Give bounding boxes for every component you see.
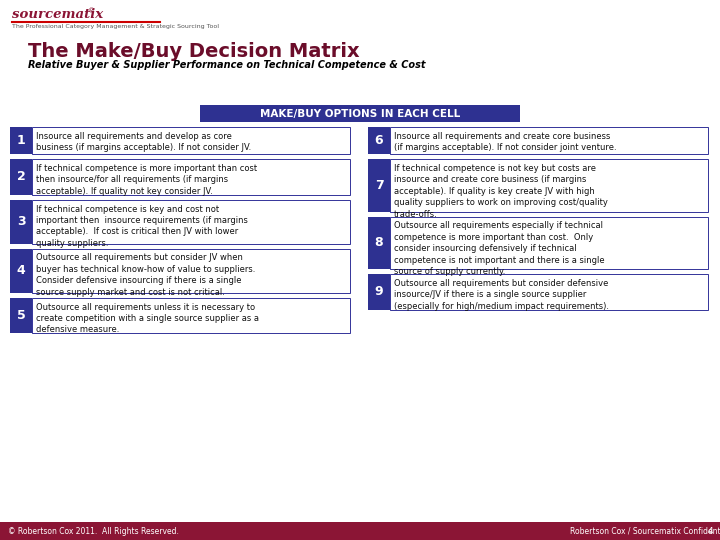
FancyBboxPatch shape — [10, 159, 32, 194]
Text: 2: 2 — [17, 170, 25, 183]
FancyBboxPatch shape — [10, 298, 32, 333]
FancyBboxPatch shape — [368, 217, 390, 269]
Text: 6: 6 — [374, 134, 383, 147]
FancyBboxPatch shape — [368, 159, 390, 212]
Text: Outsource all requirements but consider JV when
buyer has technical know-how of : Outsource all requirements but consider … — [36, 253, 256, 297]
FancyBboxPatch shape — [390, 159, 708, 212]
Text: If technical competence is more important than cost
then insource/for all requir: If technical competence is more importan… — [36, 164, 257, 196]
FancyBboxPatch shape — [390, 274, 708, 309]
Text: 3: 3 — [17, 215, 25, 228]
Text: 7: 7 — [374, 179, 383, 192]
Text: 8: 8 — [374, 237, 383, 249]
FancyBboxPatch shape — [32, 248, 350, 293]
Text: Robertson Cox / Sourcematix Confidential: Robertson Cox / Sourcematix Confidential — [570, 526, 720, 536]
Text: Insource all requirements and create core business
(if margins acceptable). If n: Insource all requirements and create cor… — [394, 132, 616, 152]
Text: Insource all requirements and develop as core
business (if margins acceptable). : Insource all requirements and develop as… — [36, 132, 251, 152]
FancyBboxPatch shape — [32, 159, 350, 194]
FancyBboxPatch shape — [10, 248, 32, 293]
FancyBboxPatch shape — [390, 127, 708, 154]
FancyBboxPatch shape — [390, 217, 708, 269]
FancyBboxPatch shape — [368, 127, 390, 154]
FancyBboxPatch shape — [0, 522, 720, 540]
Text: The Make/Buy Decision Matrix: The Make/Buy Decision Matrix — [28, 42, 359, 61]
FancyBboxPatch shape — [32, 298, 350, 333]
Text: MAKE/BUY OPTIONS IN EACH CELL: MAKE/BUY OPTIONS IN EACH CELL — [260, 109, 460, 118]
Text: 9: 9 — [374, 285, 383, 298]
Text: Relative Buyer & Supplier Performance on Technical Competence & Cost: Relative Buyer & Supplier Performance on… — [28, 60, 426, 70]
Text: The Professional Category Management & Strategic Sourcing Tool: The Professional Category Management & S… — [12, 24, 219, 29]
Text: Outsource all requirements unless it is necessary to
create competition with a s: Outsource all requirements unless it is … — [36, 302, 259, 334]
Text: 4: 4 — [17, 264, 25, 277]
Text: If technical competence is not key but costs are
insource and create core busine: If technical competence is not key but c… — [394, 164, 608, 219]
FancyBboxPatch shape — [200, 105, 520, 122]
Text: © Robertson Cox 2011.  All Rights Reserved.: © Robertson Cox 2011. All Rights Reserve… — [8, 526, 179, 536]
Text: If technical competence is key and cost not
important then  insource requirement: If technical competence is key and cost … — [36, 205, 248, 248]
FancyBboxPatch shape — [368, 274, 390, 309]
Text: 1: 1 — [17, 134, 25, 147]
Text: ®: ® — [88, 8, 95, 14]
Text: Outsource all requirements but consider defensive
insource/JV if there is a sing: Outsource all requirements but consider … — [394, 279, 609, 311]
Text: 4: 4 — [707, 526, 713, 536]
FancyBboxPatch shape — [10, 199, 32, 244]
FancyBboxPatch shape — [32, 127, 350, 154]
Text: 5: 5 — [17, 309, 25, 322]
FancyBboxPatch shape — [32, 199, 350, 244]
Text: Outsource all requirements especially if technical
competence is more important : Outsource all requirements especially if… — [394, 221, 605, 276]
FancyBboxPatch shape — [10, 127, 32, 154]
Text: sourcematix: sourcematix — [12, 8, 103, 21]
